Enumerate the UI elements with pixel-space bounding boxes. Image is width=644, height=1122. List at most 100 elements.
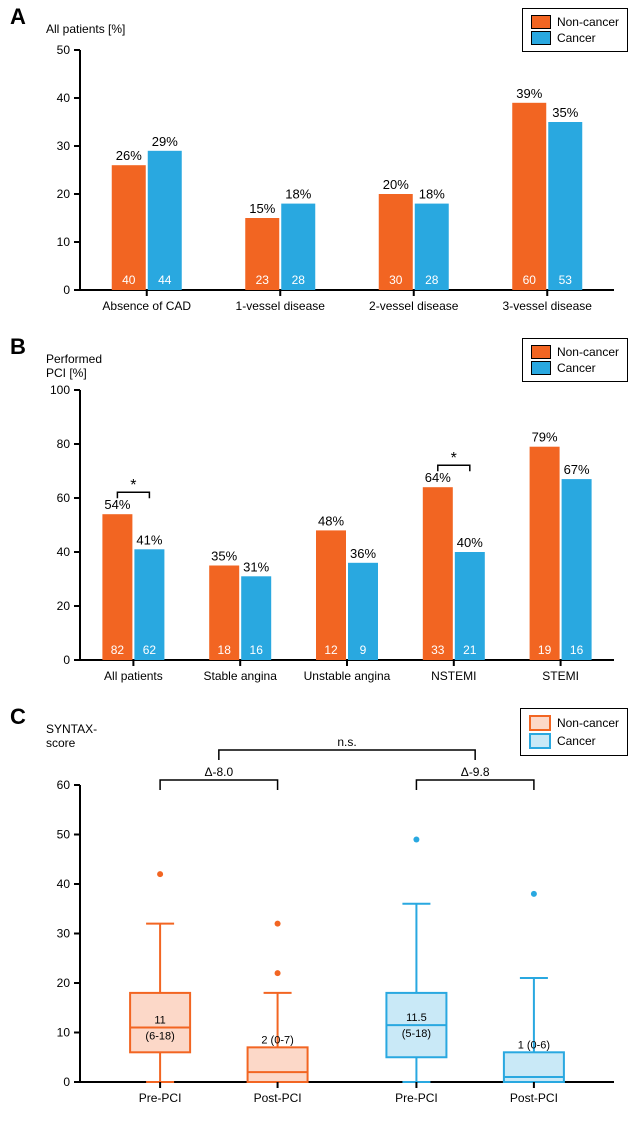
svg-text:40: 40 — [57, 91, 71, 105]
svg-text:Δ-9.8: Δ-9.8 — [461, 765, 490, 779]
panel-C-label: C — [10, 704, 26, 730]
svg-text:18: 18 — [218, 643, 232, 657]
svg-text:0: 0 — [63, 653, 70, 667]
panel-B-chart: 0 20 40 60 80 100 All patients 54% 82 41% 62 Stable… — [0, 330, 644, 700]
svg-text:3-vessel disease: 3-vessel disease — [503, 299, 593, 313]
svg-text:53: 53 — [559, 273, 573, 287]
svg-text:62: 62 — [143, 643, 157, 657]
svg-text:Absence of CAD: Absence of CAD — [102, 299, 191, 313]
panel-B-ytitle: Performed PCI [%] — [46, 352, 102, 380]
svg-text:(6-18): (6-18) — [145, 1031, 174, 1043]
legend-item: Non-cancer — [531, 15, 619, 29]
svg-text:20: 20 — [57, 599, 71, 613]
legend-item: Cancer — [531, 361, 619, 375]
svg-text:*: * — [451, 450, 457, 467]
svg-text:12: 12 — [324, 643, 338, 657]
legend-item: Cancer — [529, 733, 619, 749]
svg-text:10: 10 — [57, 235, 71, 249]
svg-text:19: 19 — [538, 643, 552, 657]
svg-text:2-vessel disease: 2-vessel disease — [369, 299, 459, 313]
svg-text:20: 20 — [57, 976, 71, 990]
panel-C-ytitle: SYNTAX- score — [46, 722, 97, 750]
svg-text:30: 30 — [57, 927, 71, 941]
svg-text:82: 82 — [111, 643, 125, 657]
panel-A-label: A — [10, 4, 26, 30]
panel-C-legend: Non-cancer Cancer — [520, 708, 628, 756]
svg-text:40: 40 — [122, 273, 136, 287]
svg-text:35%: 35% — [552, 105, 578, 120]
svg-text:All patients: All patients — [104, 669, 163, 683]
svg-text:Post-PCI: Post-PCI — [254, 1091, 302, 1105]
svg-text:16: 16 — [570, 643, 584, 657]
svg-text:30: 30 — [389, 273, 403, 287]
svg-text:79%: 79% — [532, 430, 558, 445]
svg-text:39%: 39% — [516, 86, 542, 101]
panel-B-label: B — [10, 334, 26, 360]
svg-text:9: 9 — [360, 643, 367, 657]
legend-swatch-cancer — [531, 31, 551, 45]
svg-text:50: 50 — [57, 43, 71, 57]
svg-text:41%: 41% — [136, 532, 162, 547]
svg-text:23: 23 — [256, 273, 270, 287]
panel-A: A All patients [%] Non-cancer Cancer 0 10… — [0, 0, 644, 330]
svg-text:33: 33 — [431, 643, 445, 657]
svg-text:Pre-PCI: Pre-PCI — [139, 1091, 182, 1105]
panel-C-chart: 010203040506011(6-18)Pre-PCI2 (0-7)Post-… — [0, 700, 644, 1122]
svg-text:21: 21 — [463, 643, 477, 657]
svg-text:67%: 67% — [564, 462, 590, 477]
legend-swatch-noncancer — [531, 15, 551, 29]
legend-swatch-cancer-outline — [529, 733, 551, 749]
svg-text:0: 0 — [63, 283, 70, 297]
svg-text:11: 11 — [154, 1015, 165, 1027]
panel-B-legend: Non-cancer Cancer — [522, 338, 628, 382]
svg-text:1-vessel disease: 1-vessel disease — [236, 299, 326, 313]
panel-A-legend: Non-cancer Cancer — [522, 8, 628, 52]
svg-text:29%: 29% — [152, 134, 178, 149]
legend-label: Cancer — [557, 361, 596, 375]
legend-label: Non-cancer — [557, 716, 619, 730]
svg-text:11.5: 11.5 — [406, 1012, 427, 1024]
svg-text:Post-PCI: Post-PCI — [510, 1091, 558, 1105]
svg-text:31%: 31% — [243, 559, 269, 574]
legend-item: Cancer — [531, 31, 619, 45]
svg-text:16: 16 — [250, 643, 264, 657]
panel-B: B Performed PCI [%] Non-cancer Cancer 0 2… — [0, 330, 644, 700]
svg-text:50: 50 — [57, 828, 71, 842]
legend-label: Non-cancer — [557, 15, 619, 29]
svg-text:28: 28 — [292, 273, 306, 287]
svg-text:15%: 15% — [249, 201, 275, 216]
svg-text:60: 60 — [523, 273, 537, 287]
svg-text:n.s.: n.s. — [337, 735, 356, 749]
svg-text:26%: 26% — [116, 148, 142, 163]
svg-text:18%: 18% — [285, 187, 311, 202]
svg-text:35%: 35% — [211, 549, 237, 564]
svg-text:20: 20 — [57, 187, 71, 201]
svg-text:30: 30 — [57, 139, 71, 153]
svg-text:STEMI: STEMI — [542, 669, 579, 683]
svg-text:36%: 36% — [350, 546, 376, 561]
svg-text:40: 40 — [57, 877, 71, 891]
svg-text:64%: 64% — [425, 470, 451, 485]
svg-text:Stable angina: Stable angina — [203, 669, 277, 683]
legend-item: Non-cancer — [531, 345, 619, 359]
svg-text:20%: 20% — [383, 177, 409, 192]
svg-text:*: * — [130, 477, 136, 494]
svg-text:Unstable angina: Unstable angina — [304, 669, 391, 683]
panel-A-ytitle: All patients [%] — [46, 22, 125, 36]
legend-label: Non-cancer — [557, 345, 619, 359]
svg-text:60: 60 — [57, 491, 71, 505]
svg-text:100: 100 — [50, 383, 70, 397]
svg-text:54%: 54% — [104, 497, 130, 512]
legend-swatch-cancer — [531, 361, 551, 375]
svg-text:Pre-PCI: Pre-PCI — [395, 1091, 438, 1105]
svg-text:44: 44 — [158, 273, 172, 287]
svg-text:40: 40 — [57, 545, 71, 559]
legend-label: Cancer — [557, 31, 596, 45]
svg-text:1 (0-6): 1 (0-6) — [518, 1039, 550, 1051]
svg-text:Δ-8.0: Δ-8.0 — [204, 765, 233, 779]
svg-text:NSTEMI: NSTEMI — [431, 669, 476, 683]
svg-text:80: 80 — [57, 437, 71, 451]
legend-swatch-noncancer — [531, 345, 551, 359]
svg-text:(5-18): (5-18) — [402, 1028, 431, 1040]
svg-text:18%: 18% — [419, 187, 445, 202]
